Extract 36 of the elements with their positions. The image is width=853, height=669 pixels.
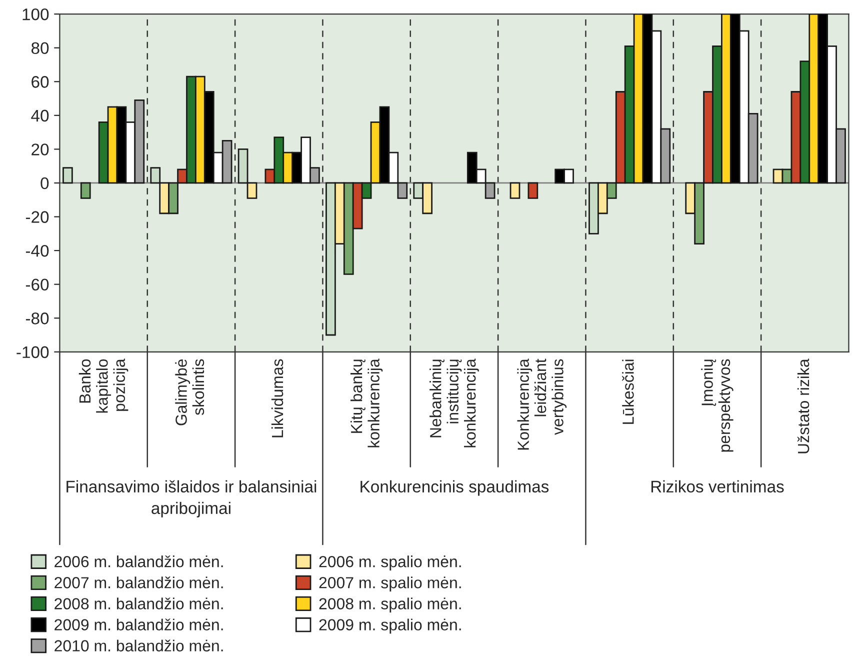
legend-label: 2007 m. spalio mėn. — [319, 576, 461, 592]
legend-label: 2008 m. spalio mėn. — [319, 598, 461, 613]
y-tick-label: -100 — [16, 346, 49, 358]
x-tick-label: Konkurencija leidžiant vertybinius — [517, 358, 567, 450]
legend-label: 2006 m. balandžio mėn. — [54, 556, 223, 568]
legend-label: 2010 m. balandžio mėn. — [54, 640, 223, 652]
text: Rizikos vertinimas — [651, 480, 784, 493]
x-tick-label: Banko kapitalo pozicija — [78, 358, 128, 413]
y-tick-label: -60 — [26, 278, 49, 291]
x-tick-label: Įmonių perspektyvos — [701, 359, 734, 452]
text: Konkurencinis spaudimas — [360, 480, 549, 496]
x-tick-label: Lūkesčiai — [622, 360, 634, 424]
x-tick-label: Nebankinių institucijų konkurencija — [430, 358, 479, 448]
x-tick-label: Kitų bankų konkurencija — [350, 358, 383, 448]
legend-label: 2008 m. balandžio mėn. — [54, 598, 223, 610]
legend-label: 2007 m. balandžio mėn. — [54, 576, 223, 588]
legend-label: 2009 m. spalio mėn. — [319, 618, 461, 634]
y-tick-label: -20 — [26, 211, 49, 223]
bar — [528, 182, 538, 199]
y-tick-label: 80 — [31, 42, 49, 54]
y-tick-label: 60 — [32, 76, 49, 88]
y-tick-label: -40 — [26, 244, 49, 257]
y-tick-label: 20 — [32, 144, 49, 156]
x-tick-label: Galimybė skolintis — [175, 359, 204, 426]
y-tick-label: 100 — [22, 8, 49, 20]
legend-label: 2006 m. spalio mėn. — [319, 556, 461, 570]
y-tick-label: 0 — [40, 177, 49, 190]
bar — [80, 182, 91, 199]
bar — [62, 167, 73, 184]
x-tick-label: Likvidumas — [271, 359, 284, 438]
y-tick-label: 40 — [31, 110, 49, 122]
bar — [510, 182, 520, 199]
x-tick-label: Užstato rizika — [797, 358, 810, 454]
text: Finansavimo išlaidos ir balansiniai apribojimai — [66, 480, 316, 518]
legend-label: 2009 m. balandžio mėn. — [54, 618, 223, 630]
y-tick-label: -80 — [26, 312, 49, 324]
